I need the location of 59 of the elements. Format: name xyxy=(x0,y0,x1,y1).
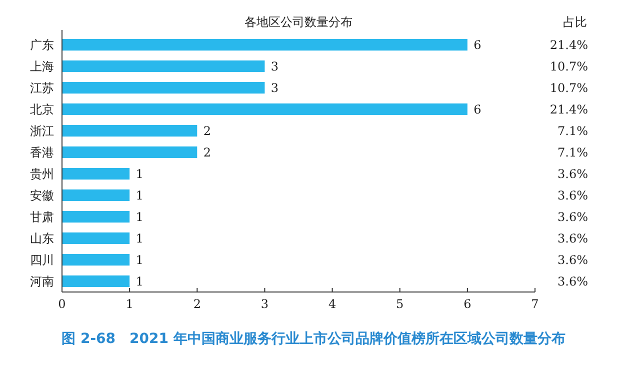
bar xyxy=(62,189,130,202)
data-label: 1 xyxy=(136,274,144,288)
text: 3.6% xyxy=(558,210,588,224)
bar xyxy=(62,210,130,223)
x-tick-label: 7 xyxy=(531,297,539,311)
y-tick-label: 上海 xyxy=(30,59,54,74)
y-tick-label: 北京 xyxy=(30,102,54,116)
y-tick-label: 河南 xyxy=(30,274,54,288)
bar xyxy=(62,38,468,51)
data-label: 1 xyxy=(136,252,144,267)
y-tick-label: 浙江 xyxy=(30,124,54,138)
x-tick-label: 3 xyxy=(260,297,269,311)
bar xyxy=(62,275,130,288)
bar xyxy=(62,60,265,72)
text: 3.6% xyxy=(558,166,588,181)
y-tick-label: 广东 xyxy=(30,38,54,52)
x-tick-label: 0 xyxy=(58,297,66,311)
data-label: 1 xyxy=(136,166,144,181)
chart-title: 各地区公司数量分布 xyxy=(244,15,352,29)
bar xyxy=(62,168,130,180)
bar xyxy=(62,254,130,266)
data-label: 2 xyxy=(203,124,211,138)
bar xyxy=(62,103,468,116)
y-tick-label: 香港 xyxy=(30,145,54,160)
bar xyxy=(62,146,198,158)
data-label: 3 xyxy=(270,59,279,74)
data-label: 1 xyxy=(136,231,144,246)
data-label: 6 xyxy=(474,38,482,52)
text: 7.1% xyxy=(558,124,588,138)
text: 占比 xyxy=(563,15,587,29)
bar xyxy=(62,82,265,94)
data-label: 6 xyxy=(474,102,482,116)
bar xyxy=(62,232,130,244)
data-label: 3 xyxy=(270,80,279,95)
text: 3.6% xyxy=(558,188,588,202)
y-tick-label: 江苏 xyxy=(30,80,54,95)
x-tick-label: 5 xyxy=(396,297,404,311)
x-tick-label: 1 xyxy=(126,297,134,311)
text: 3.6% xyxy=(558,274,588,288)
text: 7.1% xyxy=(558,145,588,160)
data-label: 1 xyxy=(136,210,144,224)
x-tick-label: 6 xyxy=(464,297,472,311)
text: 10.7% xyxy=(550,80,588,95)
text: 10.7% xyxy=(550,59,588,74)
y-tick-label: 山东 xyxy=(30,231,54,246)
y-tick-label: 安徽 xyxy=(30,188,54,202)
y-tick-label: 四川 xyxy=(30,252,54,267)
y-tick-label: 甘肃 xyxy=(30,210,54,224)
text: 3.6% xyxy=(558,231,588,246)
y-tick-label: 贵州 xyxy=(30,166,54,181)
bar xyxy=(62,124,198,137)
caption: 图 2-68 2021 年中国商业服务行业上市公司品牌价值榜所在区域公司数量分布 xyxy=(62,330,566,347)
text: 21.4% xyxy=(550,38,588,52)
x-tick-label: 2 xyxy=(193,297,201,311)
text: 3.6% xyxy=(558,252,588,267)
data-label: 1 xyxy=(136,188,144,202)
text: 21.4% xyxy=(550,102,588,116)
data-label: 2 xyxy=(203,145,211,160)
x-tick-label: 4 xyxy=(328,297,336,311)
